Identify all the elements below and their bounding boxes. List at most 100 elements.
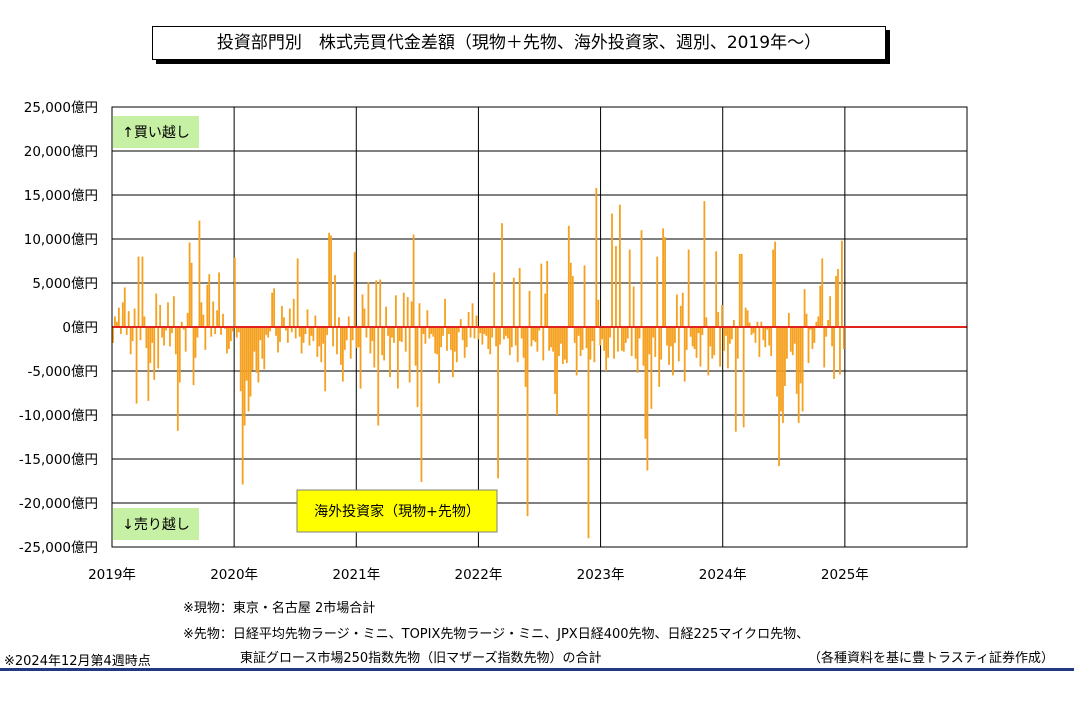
bar xyxy=(334,275,336,327)
bar xyxy=(361,294,364,327)
bar xyxy=(129,327,132,355)
bar xyxy=(326,327,329,335)
bar xyxy=(202,314,205,327)
bar xyxy=(422,327,425,335)
bar xyxy=(554,327,556,394)
bar xyxy=(725,327,727,336)
bar xyxy=(402,292,405,327)
bar xyxy=(626,327,629,339)
x-axis-tick-labels: 2019年 2020年 2021年 2022年 2023年 2024年 2025年 xyxy=(88,567,869,583)
bar xyxy=(618,204,621,327)
bar xyxy=(664,237,666,327)
bar xyxy=(829,296,832,327)
bar xyxy=(652,327,655,338)
bar xyxy=(112,327,114,343)
bar xyxy=(815,321,818,327)
bar xyxy=(760,321,763,327)
bar xyxy=(632,286,635,327)
sell-annotation: ↓売り越し xyxy=(122,517,190,533)
bar xyxy=(842,327,845,349)
bar xyxy=(428,327,431,339)
bar xyxy=(752,327,755,334)
bar xyxy=(546,261,549,327)
bar xyxy=(438,327,441,384)
bar xyxy=(300,327,303,354)
bar xyxy=(507,327,509,339)
bar xyxy=(730,327,733,340)
bar xyxy=(172,296,175,327)
bar xyxy=(257,327,260,383)
bar xyxy=(463,327,466,358)
bar xyxy=(508,327,511,356)
bar xyxy=(404,327,407,352)
bar xyxy=(841,240,843,327)
bar xyxy=(442,327,444,336)
bar xyxy=(583,265,586,327)
x-tick-label: 2023年 xyxy=(577,567,625,583)
bar xyxy=(560,327,562,344)
bar xyxy=(575,327,578,376)
bar xyxy=(787,312,790,327)
bar xyxy=(837,268,839,327)
bar xyxy=(591,327,594,342)
bar xyxy=(628,249,631,327)
bar xyxy=(495,327,498,347)
y-tick-label: 20,000億円 xyxy=(24,144,98,160)
bar xyxy=(689,327,692,337)
bar xyxy=(338,317,340,327)
bar xyxy=(357,327,360,348)
bar xyxy=(412,234,415,327)
bar xyxy=(532,327,535,341)
bar xyxy=(734,327,737,432)
bar xyxy=(758,327,761,357)
note-source: （各種資料を基に豊トラスティ証券作成） xyxy=(808,651,1054,666)
bar xyxy=(780,327,782,412)
bar xyxy=(497,327,499,479)
bar xyxy=(137,256,140,327)
bar xyxy=(432,327,435,337)
bar xyxy=(119,327,122,335)
bar xyxy=(540,263,543,327)
bottom-rule xyxy=(0,668,1074,671)
bar xyxy=(226,327,228,354)
bar xyxy=(440,327,442,348)
bar xyxy=(624,327,627,343)
bar xyxy=(135,327,138,404)
bar xyxy=(717,312,720,327)
bar xyxy=(518,268,521,327)
bar xyxy=(799,327,802,384)
bar xyxy=(385,306,387,327)
bar xyxy=(363,308,366,327)
bar xyxy=(275,327,277,336)
bar xyxy=(756,321,759,327)
bar xyxy=(691,327,694,347)
bar xyxy=(332,327,334,347)
bar xyxy=(770,327,773,357)
bar xyxy=(715,251,718,327)
bar xyxy=(789,327,792,352)
bar xyxy=(245,327,248,381)
bar xyxy=(453,327,456,352)
bar xyxy=(471,303,474,327)
bar xyxy=(562,327,564,364)
bar xyxy=(660,327,663,360)
bar xyxy=(341,327,344,382)
bar xyxy=(528,290,531,327)
bar xyxy=(284,327,287,331)
bar xyxy=(797,327,800,423)
bar xyxy=(381,327,384,356)
buy-annotation: ↑買い越し xyxy=(122,125,190,141)
bar xyxy=(367,282,370,327)
bar xyxy=(601,327,604,340)
bar xyxy=(171,327,173,334)
bar xyxy=(556,327,558,415)
bar xyxy=(336,327,338,355)
y-axis-tick-labels: 25,000億円 20,000億円 15,000億円 10,000億円 5,000億円 0… xyxy=(19,100,98,556)
bar xyxy=(302,327,305,343)
bar xyxy=(493,272,496,327)
bar xyxy=(365,327,368,338)
bar xyxy=(163,327,165,346)
bar xyxy=(701,327,704,335)
bar xyxy=(151,327,154,343)
